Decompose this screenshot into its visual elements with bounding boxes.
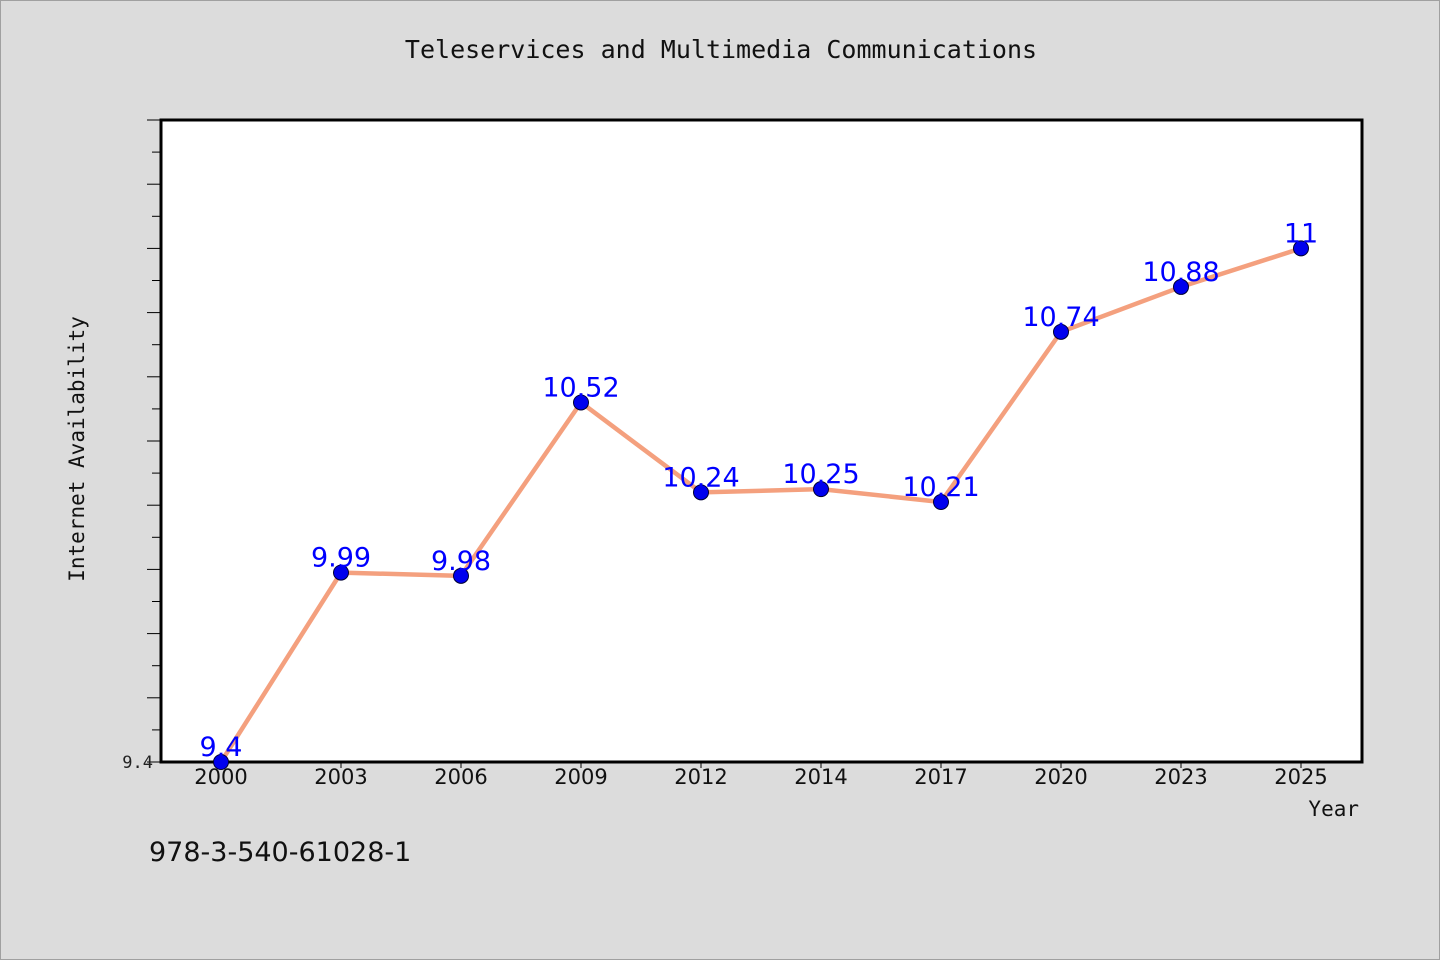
- data-label: 9.99: [311, 543, 371, 574]
- x-tick-label: 2020: [1034, 765, 1087, 789]
- x-tick-label: 2012: [674, 765, 727, 789]
- data-point: [693, 484, 709, 501]
- data-point: [813, 481, 829, 498]
- footer-identifier: 978-3-540-61028-1: [149, 837, 412, 868]
- data-label: 11: [1284, 218, 1318, 249]
- data-label: 10.24: [662, 462, 739, 493]
- data-point: [213, 754, 229, 770]
- series-line: [218, 246, 1304, 765]
- data-label: 9.4: [200, 732, 243, 763]
- data-label: 9.98: [431, 546, 491, 577]
- data-point: [1173, 278, 1189, 295]
- data-label: 10.25: [782, 459, 859, 490]
- data-point: [333, 564, 349, 581]
- data-label: 10.21: [902, 472, 979, 503]
- data-point: [933, 493, 949, 510]
- data-label: 10.52: [542, 372, 619, 403]
- data-label: 10.88: [1142, 257, 1219, 288]
- x-tick-label: 2006: [434, 765, 487, 789]
- x-tick-label: 2003: [314, 765, 367, 789]
- x-tick-label: 2009: [554, 765, 607, 789]
- data-point: [573, 394, 589, 411]
- data-label: 10.74: [1022, 302, 1099, 333]
- y-tick-label: 9.4: [122, 753, 153, 773]
- x-axis-label: Year: [1308, 797, 1359, 821]
- chart-title: Teleservices and Multimedia Communicatio…: [404, 35, 1038, 64]
- plot-frame: [159, 118, 1364, 764]
- x-tick-label: 2017: [914, 765, 967, 789]
- x-tick-label: 2023: [1154, 765, 1207, 789]
- data-point: [1053, 323, 1069, 340]
- data-point: [453, 567, 469, 584]
- data-point: [1293, 240, 1309, 257]
- x-tick-label: 2014: [794, 765, 847, 789]
- x-tick-label: 2025: [1274, 765, 1327, 789]
